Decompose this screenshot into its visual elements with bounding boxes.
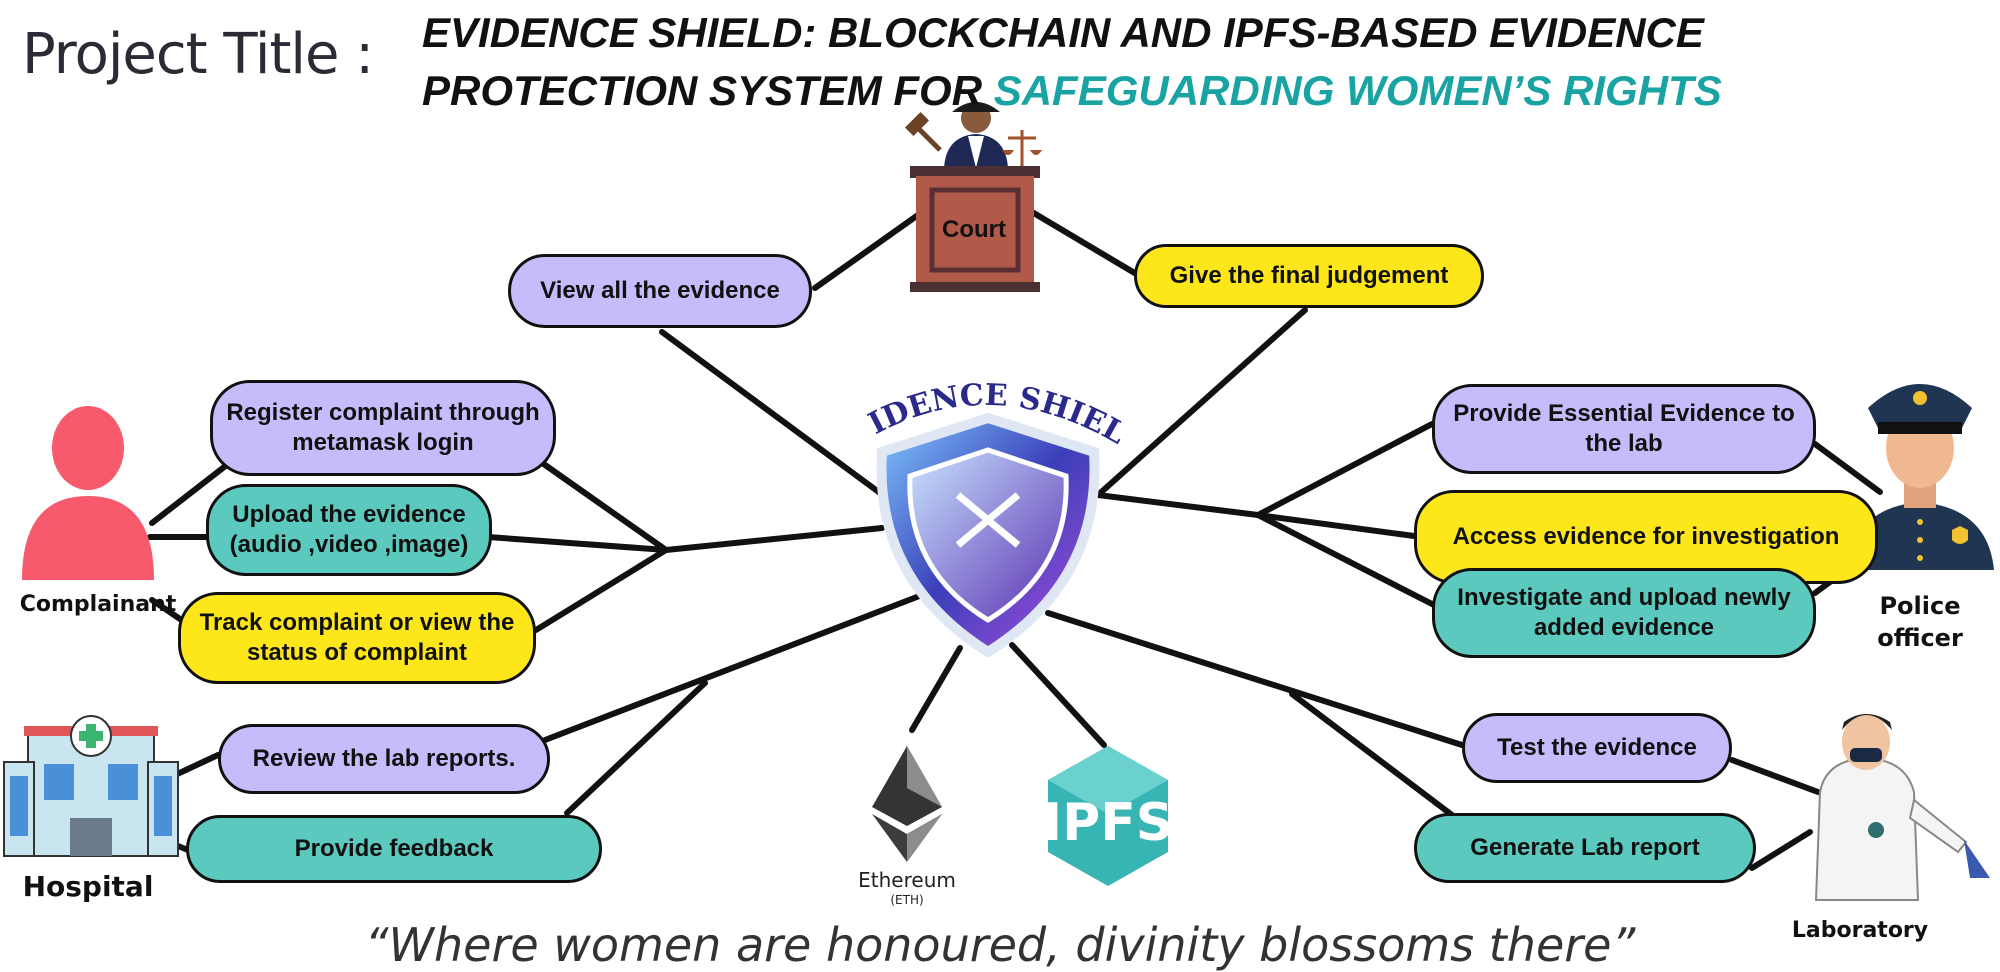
court-final-judgement-node: Give the final judgement <box>1134 244 1484 308</box>
police-label-line1: Police <box>1879 592 1961 620</box>
hospital-feedback-node: Provide feedback <box>186 815 602 883</box>
lab-scientist-icon <box>1814 714 1990 901</box>
project-title-line1: EVIDENCE SHIELD: BLOCKCHAIN AND IPFS-BAS… <box>422 9 1704 56</box>
hospital-label: Hospital <box>22 870 154 903</box>
police-provide-evidence-node: Provide Essential Evidence to the lab <box>1432 384 1816 474</box>
complainant-track-node: Track complaint or view the status of co… <box>178 592 536 684</box>
police-officer-label: Police officer <box>1870 590 1970 654</box>
project-title-line2-prefix: PROTECTION SYSTEM FOR <box>422 67 994 114</box>
project-title-highlight: SAFEGUARDING WOMEN’S RIGHTS <box>993 67 1722 114</box>
footer-quote: “Where women are honoured, divinity blos… <box>364 918 1636 972</box>
project-title-line2: PROTECTION SYSTEM FOR SAFEGUARDING WOMEN… <box>422 62 1722 120</box>
connector-lines <box>147 209 1883 871</box>
police-officer-icon <box>1850 384 1994 570</box>
ipfs-logo-icon: IPFS <box>1043 746 1173 886</box>
project-title: EVIDENCE SHIELD: BLOCKCHAIN AND IPFS-BAS… <box>422 4 1722 120</box>
complainant-upload-node: Upload the evidence (audio ,video ,image… <box>206 484 492 576</box>
hospital-review-reports-node: Review the lab reports. <box>218 724 550 794</box>
hospital-building-icon <box>3 715 179 857</box>
ethereum-label: Ethereum <box>858 868 956 892</box>
police-investigate-node: Investigate and upload newly added evide… <box>1432 568 1816 658</box>
lab-test-evidence-node: Test the evidence <box>1462 713 1732 783</box>
complainant-label: Complainant <box>19 592 177 617</box>
lab-generate-report-node: Generate Lab report <box>1414 813 1756 883</box>
court-label: Court <box>942 216 1006 243</box>
police-label-line2: officer <box>1877 624 1963 652</box>
project-title-label: Project Title : <box>22 22 374 87</box>
ethereum-logo-icon <box>872 746 942 862</box>
complainant-person-icon <box>22 406 154 580</box>
court-judge-icon <box>904 102 1042 292</box>
complainant-register-node: Register complaint through metamask logi… <box>210 380 556 476</box>
ethereum-sub-label: (ETH) <box>890 893 924 907</box>
court-view-evidence-node: View all the evidence <box>508 254 812 328</box>
ipfs-logo-text: IPFS <box>1043 793 1173 853</box>
laboratory-label: Laboratory <box>1791 918 1929 943</box>
